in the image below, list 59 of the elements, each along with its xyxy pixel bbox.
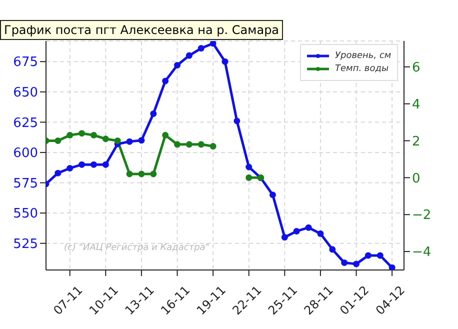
point (186, 52, 192, 59)
point (317, 230, 324, 237)
point (376, 252, 384, 259)
point (281, 234, 288, 241)
point (341, 259, 348, 266)
point (54, 137, 62, 144)
point (174, 141, 181, 148)
point (210, 41, 216, 47)
point (126, 138, 133, 145)
point (138, 170, 145, 178)
point (78, 130, 86, 137)
point (66, 164, 74, 172)
y2-tick-label: −4 (412, 245, 432, 260)
point (66, 132, 74, 138)
point (364, 252, 372, 259)
y-tick-label: 550 (13, 206, 38, 222)
point (162, 78, 169, 84)
point (102, 136, 109, 142)
point (186, 141, 192, 148)
y-tick-label: 600 (13, 146, 38, 162)
y2-tick-label: −2 (412, 208, 432, 224)
y2-tick-label: 0 (412, 171, 420, 186)
point (198, 141, 204, 148)
point (90, 161, 97, 168)
y2-tick-label: 6 (412, 60, 420, 76)
y-tick-label: 625 (13, 116, 38, 131)
point (162, 132, 169, 138)
chart-title: График поста пгт Алексеевка на р. Самара (0, 20, 284, 40)
point (269, 192, 276, 198)
y2-tick-label: 4 (412, 97, 420, 112)
point (210, 143, 216, 150)
point (353, 260, 360, 268)
legend-label: Темп. воды (335, 64, 389, 74)
point (150, 110, 157, 117)
point (78, 161, 86, 168)
point (90, 132, 97, 138)
point (246, 174, 252, 181)
y-tick-label: 675 (13, 55, 38, 70)
point (246, 164, 252, 170)
annotation: (c) "ИАЦ Регистра и Кадастра" (64, 243, 210, 253)
y-tick-label: 650 (13, 86, 38, 101)
point (234, 118, 240, 124)
point (388, 264, 396, 270)
point (102, 161, 109, 168)
point (329, 246, 336, 253)
point (293, 228, 300, 234)
point (114, 137, 121, 144)
point (305, 224, 312, 231)
legend-label: Уровень, см (335, 51, 392, 61)
point (198, 45, 204, 52)
point (126, 170, 133, 178)
y-tick-label: 525 (13, 236, 38, 252)
y2-tick-label: 2 (412, 134, 420, 150)
point (150, 170, 157, 178)
point (54, 170, 62, 176)
point (174, 62, 181, 68)
point (222, 58, 228, 65)
y-tick-label: 575 (13, 176, 38, 192)
point (138, 137, 145, 144)
